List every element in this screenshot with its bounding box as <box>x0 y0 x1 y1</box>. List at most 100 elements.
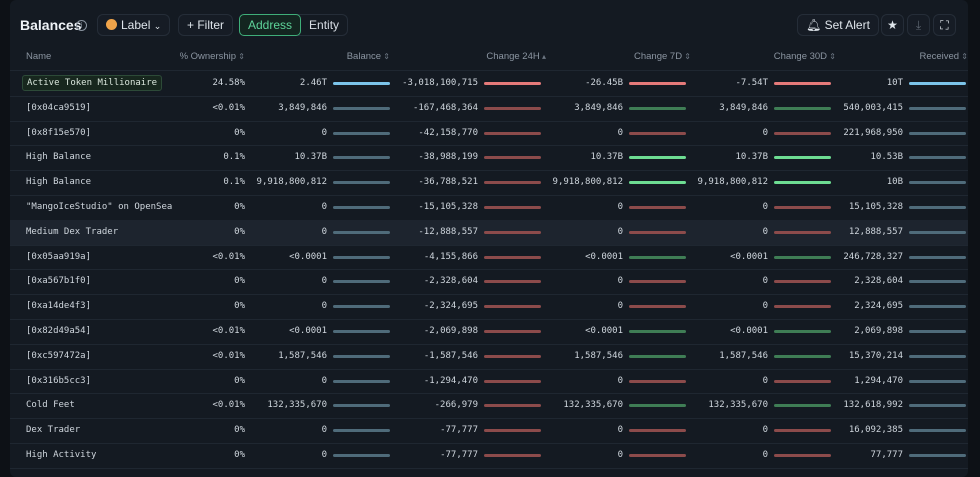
c7-bar <box>629 255 686 259</box>
column-header-change-7d[interactable]: Change 7D ⇕ <box>634 51 691 62</box>
page-title: Balances <box>20 17 82 33</box>
toggle-address[interactable]: Address <box>239 14 302 36</box>
c24-value: -15,105,328 <box>418 202 478 212</box>
divider <box>10 443 968 444</box>
entity-name[interactable]: Cold Feet <box>26 400 75 411</box>
entity-name[interactable]: [0x316b5cc3] <box>26 375 92 386</box>
c24-value: -36,788,521 <box>418 177 478 188</box>
c24-bar <box>484 131 541 135</box>
label-dropdown[interactable]: Label ⌄ <box>97 14 171 36</box>
download-icon[interactable]: ⤓ <box>907 14 930 36</box>
divider <box>10 393 968 395</box>
balance-bar <box>333 354 390 358</box>
c30-bar <box>774 255 831 259</box>
table-row[interactable]: [0x8f15e570] 0% 0 -42,158,770 0 0 221,968,950 <box>10 121 968 146</box>
toolbar: Balances i Label ⌄ + Filter Address Enti… <box>10 14 970 38</box>
table-row[interactable]: [0xa14de4f3] 0% 0 -2,324,695 0 0 2,324,695 <box>10 294 968 319</box>
balance-bar <box>333 156 390 160</box>
column-header-balance[interactable]: Balance ⇕ <box>346 51 390 62</box>
fullscreen-icon[interactable]: ⛶ <box>933 14 956 36</box>
c24-value: -167,468,364 <box>412 102 478 113</box>
balance-value: 0 <box>321 450 327 460</box>
column-header--ownership[interactable]: % Ownership ⇕ <box>179 51 245 62</box>
entity-name[interactable]: [0x8f15e570] <box>26 127 92 138</box>
c30-bar <box>774 106 831 110</box>
received-bar <box>909 404 966 408</box>
column-header-received[interactable]: Received ⇕ <box>919 51 968 62</box>
c30-bar <box>774 280 831 284</box>
toggle-entity[interactable]: Entity <box>309 18 340 32</box>
balance-value: <0.0001 <box>289 251 327 262</box>
column-header-name: Name <box>26 51 52 62</box>
ownership-value: 0.1% <box>223 177 245 188</box>
entity-name[interactable]: [0x04ca9519] <box>26 102 92 113</box>
c30-value: 0 <box>762 301 768 312</box>
info-icon[interactable]: i <box>76 20 87 31</box>
table-row[interactable]: High Activity 0% 0 -77,777 0 0 77,777 <box>10 443 968 468</box>
received-value: 2,069,898 <box>854 326 903 336</box>
column-header-change-24h[interactable]: Change 24H ▴ <box>486 51 546 62</box>
entity-name[interactable]: Active Token Millionaire <box>22 75 163 91</box>
entity-name[interactable]: [0xa14de4f3] <box>26 301 92 312</box>
entity-name[interactable]: High Activity <box>26 450 97 460</box>
table-header: Name % Ownership ⇕ Balance ⇕ Change 24H ▴ Ch… <box>10 49 968 66</box>
table-row[interactable]: Active Token Millionaire 24.58% 2.46T -3,01… <box>10 71 968 96</box>
balance-bar <box>333 454 390 457</box>
c7-value: 0 <box>617 226 623 237</box>
received-value: 77,777 <box>870 450 903 460</box>
table-row[interactable]: High Balance 0.1% 9,918,800,812 -36,788,521… <box>10 170 968 195</box>
c7-value: 0 <box>617 425 623 436</box>
received-value: 540,003,415 <box>843 102 903 113</box>
table-row[interactable]: "MangoIceStudio" on OpenSea 0% 0 -15,105,32… <box>10 195 968 220</box>
table-row[interactable]: Dex Trader 0% 0 -77,777 0 0 16,092,385 <box>10 418 968 443</box>
entity-name[interactable]: [0x05aa919a] <box>26 251 92 262</box>
entity-name[interactable]: Medium Dex Trader <box>26 226 119 237</box>
sort-icon: ⇕ <box>682 52 691 61</box>
c7-value: <0.0001 <box>585 251 623 262</box>
received-bar <box>909 330 966 333</box>
table-row[interactable]: Cold Feet <0.01% 132,335,670 -266,979 132,33… <box>10 393 968 418</box>
divider <box>10 170 968 172</box>
entity-name[interactable]: "MangoIceStudio" on OpenSea <box>26 202 173 212</box>
ownership-value: 0% <box>234 301 245 312</box>
entity-name[interactable]: Dex Trader <box>26 425 81 436</box>
c30-value: 0 <box>762 425 768 436</box>
table-row[interactable]: [0x04ca9519] <0.01% 3,849,846 -167,468,364 3… <box>10 96 968 121</box>
entity-name[interactable]: High Balance <box>26 152 92 163</box>
table-row[interactable]: High Balance 0.1% 10.37B -38,988,199 10.37B 1… <box>10 145 968 170</box>
star-icon[interactable]: ★ <box>881 14 904 36</box>
c30-value: <0.0001 <box>730 326 768 336</box>
table-row[interactable]: [0x316b5cc3] 0% 0 -1,294,470 0 0 1,294,470 <box>10 369 968 394</box>
table-row[interactable]: [0x82d49a54] <0.01% <0.0001 -2,069,898 <0.00… <box>10 319 968 344</box>
divider <box>10 195 968 196</box>
filter-button[interactable]: + Filter <box>178 14 234 36</box>
c7-bar <box>629 354 686 358</box>
c24-value: -4,155,866 <box>423 251 478 262</box>
entity-name[interactable]: [0xa567b1f0] <box>26 276 92 287</box>
divider <box>10 294 968 296</box>
sort-icon: ▴ <box>539 52 546 61</box>
entity-name[interactable]: [0x82d49a54] <box>26 326 92 336</box>
balance-value: 0 <box>321 202 327 212</box>
divider <box>10 244 968 246</box>
set-alert-button[interactable]: 🔔︎ Set Alert <box>797 14 879 36</box>
received-value: 16,092,385 <box>848 425 903 436</box>
c7-value: 132,335,670 <box>563 400 623 411</box>
table-row[interactable]: [0xa567b1f0] 0% 0 -2,328,604 0 0 2,328,604 <box>10 269 968 294</box>
table-row[interactable]: Medium Dex Trader 0% 0 -12,888,557 0 0 12,888,… <box>10 219 968 245</box>
c7-bar <box>629 181 686 185</box>
c24-bar <box>484 255 541 259</box>
entity-name[interactable]: [0xc597472a] <box>26 350 92 361</box>
column-header-change-30d[interactable]: Change 30D ⇕ <box>773 51 836 62</box>
c24-bar <box>484 206 541 209</box>
c30-bar <box>774 330 831 333</box>
received-bar <box>909 206 966 209</box>
table-row[interactable]: [0x05aa919a] <0.01% <0.0001 -4,155,866 <0.00… <box>10 245 968 270</box>
c30-bar <box>774 230 831 234</box>
c24-bar <box>484 404 541 408</box>
balance-value: 0 <box>321 276 327 287</box>
ownership-value: 0% <box>234 276 245 287</box>
entity-name[interactable]: High Balance <box>26 177 92 188</box>
table-row[interactable]: [0xc597472a] <0.01% 1,587,546 -1,587,546 1,5… <box>10 344 968 369</box>
c30-bar <box>774 379 831 383</box>
